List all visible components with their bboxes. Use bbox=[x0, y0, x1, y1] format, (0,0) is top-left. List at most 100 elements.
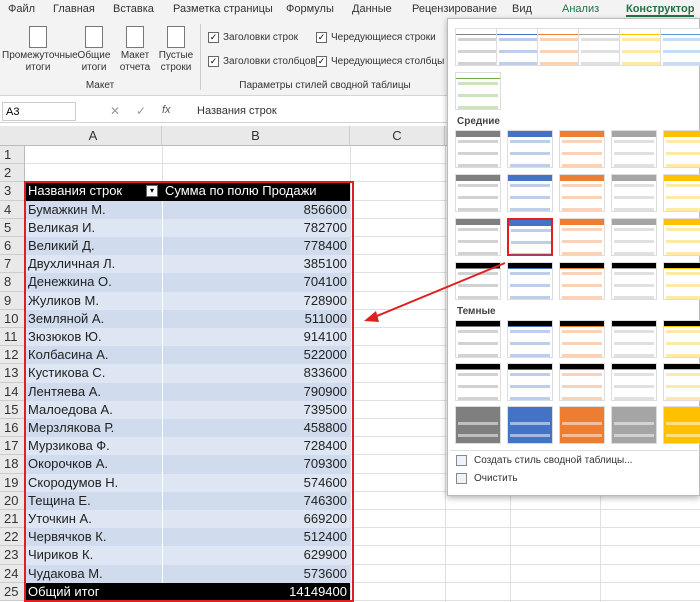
checkbox[interactable]: ✓ bbox=[316, 32, 327, 43]
style-thumbnail[interactable] bbox=[611, 262, 657, 300]
thumb-row bbox=[458, 164, 498, 167]
ribbon-tab[interactable]: Вид bbox=[512, 3, 532, 15]
style-thumbnail[interactable] bbox=[663, 406, 700, 444]
style-thumbnail[interactable] bbox=[611, 218, 657, 256]
column-header: C bbox=[350, 126, 445, 146]
style-thumbnail[interactable] bbox=[455, 28, 501, 66]
ribbon-tab[interactable]: Конструктор bbox=[626, 3, 695, 17]
style-thumbnail[interactable] bbox=[559, 174, 605, 212]
thumb-row bbox=[511, 253, 551, 256]
thumb-row bbox=[510, 397, 550, 400]
style-thumbnail[interactable] bbox=[455, 320, 501, 358]
style-thumbnail[interactable] bbox=[619, 28, 665, 66]
thumb-row bbox=[562, 416, 602, 419]
style-thumbnail[interactable] bbox=[663, 130, 700, 168]
style-thumbnail[interactable] bbox=[496, 28, 542, 66]
style-thumbnail[interactable] bbox=[611, 130, 657, 168]
style-thumbnail[interactable] bbox=[455, 72, 501, 110]
thumb-header bbox=[508, 131, 552, 137]
menu-item[interactable]: Создать стиль сводной таблицы... bbox=[474, 455, 633, 466]
ribbon-button[interactable]: Пустые строки bbox=[158, 50, 194, 73]
menu-item[interactable]: Очистить bbox=[474, 473, 518, 484]
ribbon-tab[interactable]: Файл bbox=[8, 3, 36, 15]
thumb-row bbox=[510, 190, 550, 193]
style-thumbnail[interactable] bbox=[559, 406, 605, 444]
ribbon-tab[interactable]: Анализ bbox=[562, 3, 600, 15]
style-thumbnail[interactable] bbox=[507, 218, 553, 256]
filter-button[interactable]: ▾ bbox=[146, 185, 158, 198]
style-thumbnail[interactable] bbox=[663, 262, 700, 300]
thumb-row bbox=[510, 379, 550, 382]
style-thumbnail[interactable] bbox=[537, 28, 583, 66]
style-thumbnail[interactable] bbox=[455, 174, 501, 212]
style-thumbnail[interactable] bbox=[578, 28, 624, 66]
thumb-header bbox=[612, 263, 656, 269]
checkbox[interactable]: ✓ bbox=[208, 32, 219, 43]
style-thumbnail[interactable] bbox=[611, 406, 657, 444]
style-thumbnail[interactable] bbox=[559, 130, 605, 168]
style-thumbnail[interactable] bbox=[507, 320, 553, 358]
thumb-row bbox=[562, 385, 602, 388]
ribbon-tab[interactable]: Вставка bbox=[113, 3, 154, 15]
row-label: Денежкина О. bbox=[25, 273, 162, 292]
row-number: 9 bbox=[0, 291, 25, 310]
row-value: 833600 bbox=[162, 364, 350, 383]
thumb-row bbox=[458, 100, 498, 103]
style-thumbnail[interactable] bbox=[455, 130, 501, 168]
gallery-section: Средние bbox=[457, 116, 500, 127]
style-thumbnail[interactable] bbox=[507, 363, 553, 401]
column-header: A bbox=[25, 126, 162, 146]
thumb-row bbox=[458, 202, 498, 205]
checkbox-label[interactable]: Заголовки столбцов bbox=[223, 56, 316, 67]
thumb-row bbox=[458, 354, 498, 357]
name-box[interactable]: A3 bbox=[2, 102, 76, 121]
style-thumbnail[interactable] bbox=[611, 174, 657, 212]
ribbon-button[interactable]: Макет отчета bbox=[119, 50, 151, 73]
thumb-row bbox=[581, 50, 621, 53]
thumb-row bbox=[666, 184, 700, 187]
checkbox-label[interactable]: Заголовки строк bbox=[223, 32, 299, 43]
thumb-row bbox=[666, 296, 700, 299]
style-thumbnail[interactable] bbox=[660, 28, 700, 66]
style-thumbnail[interactable] bbox=[559, 320, 605, 358]
style-thumbnail[interactable] bbox=[507, 406, 553, 444]
grid-row-line bbox=[25, 345, 700, 347]
style-thumbnail[interactable] bbox=[559, 363, 605, 401]
style-thumbnail[interactable] bbox=[455, 406, 501, 444]
style-thumbnail[interactable] bbox=[559, 218, 605, 256]
ribbon-button[interactable]: Промежуточные итоги bbox=[2, 50, 78, 73]
row-label: Кустикова С. bbox=[25, 364, 162, 383]
style-thumbnail[interactable] bbox=[455, 363, 501, 401]
fx-button[interactable]: fx bbox=[162, 104, 171, 116]
style-thumbnail[interactable] bbox=[455, 262, 501, 300]
style-thumbnail[interactable] bbox=[663, 320, 700, 358]
ribbon-tab[interactable]: Формулы bbox=[286, 3, 334, 15]
checkbox-label[interactable]: Чередующиеся столбцы bbox=[331, 56, 445, 67]
style-thumbnail[interactable] bbox=[507, 174, 553, 212]
thumb-row bbox=[562, 190, 602, 193]
style-thumbnail[interactable] bbox=[507, 130, 553, 168]
thumb-row bbox=[510, 422, 550, 425]
ribbon-button[interactable]: Общие итоги bbox=[77, 50, 111, 73]
total-value: 14149400 bbox=[162, 582, 350, 601]
checkbox[interactable]: ✓ bbox=[208, 56, 219, 67]
ribbon-tab[interactable]: Рецензирование bbox=[412, 3, 497, 15]
style-thumbnail[interactable] bbox=[507, 262, 553, 300]
style-thumbnail[interactable] bbox=[611, 320, 657, 358]
style-thumbnail[interactable] bbox=[455, 218, 501, 256]
thumb-row bbox=[562, 428, 602, 431]
thumb-row bbox=[614, 152, 654, 155]
thumb-row bbox=[458, 234, 498, 237]
ribbon-tab[interactable]: Разметка страницы bbox=[173, 3, 273, 15]
checkbox-label[interactable]: Чередующиеся строки bbox=[331, 32, 436, 43]
style-thumbnail[interactable] bbox=[663, 363, 700, 401]
ribbon-tab[interactable]: Данные bbox=[352, 3, 392, 15]
ribbon-tab[interactable]: Главная bbox=[53, 3, 95, 15]
checkbox[interactable]: ✓ bbox=[316, 56, 327, 67]
icon: ✓ bbox=[136, 104, 147, 118]
style-thumbnail[interactable] bbox=[663, 174, 700, 212]
style-thumbnail[interactable] bbox=[559, 262, 605, 300]
thumb-row bbox=[622, 44, 662, 47]
style-thumbnail[interactable] bbox=[663, 218, 700, 256]
style-thumbnail[interactable] bbox=[611, 363, 657, 401]
